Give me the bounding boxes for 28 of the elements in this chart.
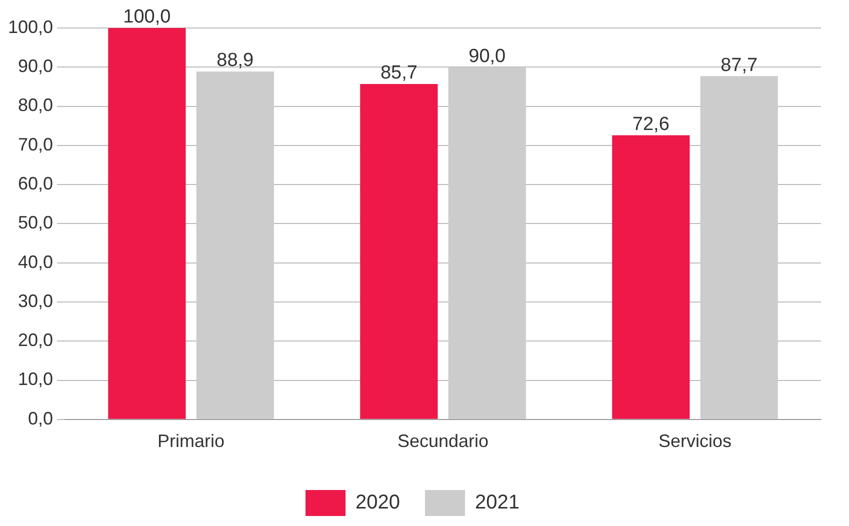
- y-tick-label: 40,0: [18, 252, 54, 272]
- y-tick-label: 20,0: [18, 330, 54, 350]
- y-tick-label: 10,0: [18, 369, 54, 390]
- x-tick-label: Servicios: [658, 431, 732, 452]
- bar: [448, 67, 526, 419]
- data-label: 87,7: [720, 54, 758, 76]
- bar: [360, 84, 438, 419]
- y-tick-label: 30,0: [18, 290, 54, 311]
- x-tick-label: Secundario: [397, 431, 489, 452]
- data-label: 100,0: [123, 6, 171, 28]
- legend-label: 2020: [356, 492, 400, 514]
- y-tick-label: 60,0: [18, 174, 54, 194]
- bar: [108, 28, 186, 419]
- bar: [196, 71, 274, 419]
- bar: [700, 76, 778, 419]
- x-tick-label: Primario: [158, 431, 225, 452]
- y-tick-label: 100,0: [8, 16, 54, 37]
- data-label: 72,6: [632, 114, 670, 135]
- y-tick-label: 80,0: [18, 95, 54, 116]
- y-tick-label: 70,0: [18, 134, 54, 154]
- legend-label: 2021: [475, 492, 520, 514]
- y-tick-label: 50,0: [18, 212, 54, 233]
- data-label: 90,0: [468, 46, 506, 67]
- data-label: 88,9: [216, 50, 254, 72]
- data-label: 85,7: [380, 62, 418, 84]
- bar: [612, 135, 690, 419]
- y-tick-label: 90,0: [18, 56, 54, 76]
- y-tick-label: 0,0: [28, 408, 54, 428]
